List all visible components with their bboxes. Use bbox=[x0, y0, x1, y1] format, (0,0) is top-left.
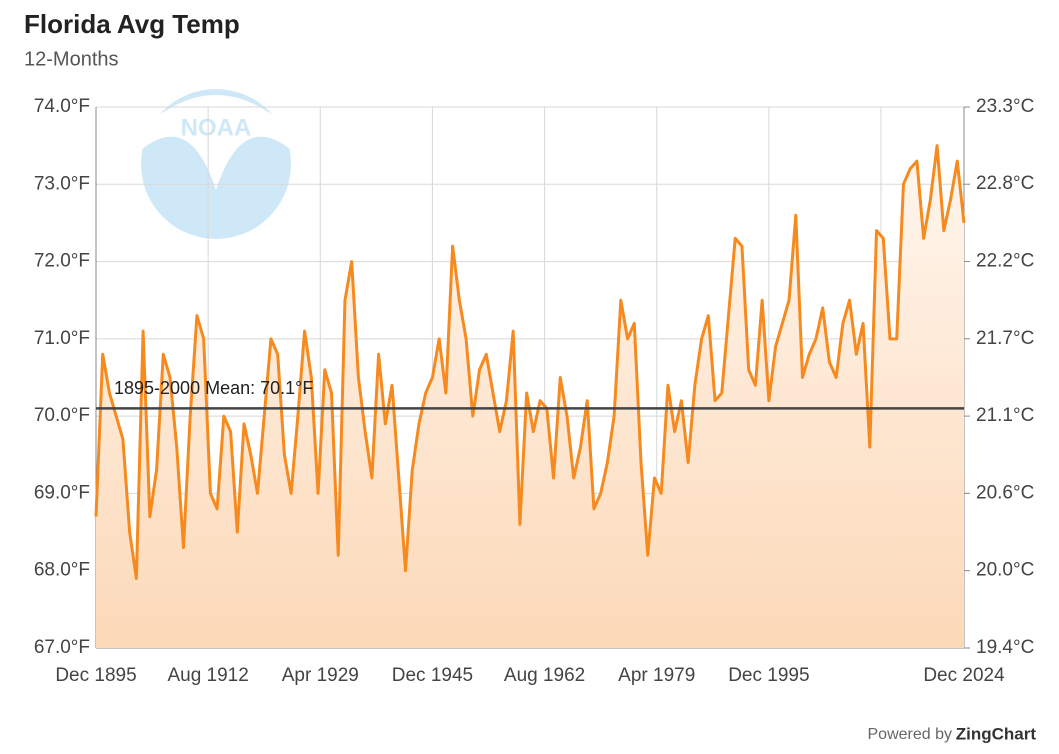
footer-brand[interactable]: ZingChart bbox=[956, 724, 1037, 743]
y-tick-label: 67.0°F bbox=[34, 637, 90, 658]
x-tick-label: Dec 1945 bbox=[392, 665, 473, 686]
y2-tick-label: 20.0°C bbox=[976, 560, 1034, 581]
x-tick-label: Dec 1895 bbox=[55, 665, 136, 686]
y2-tick-label: 23.3°C bbox=[976, 96, 1034, 117]
y2-tick-label: 22.2°C bbox=[976, 251, 1034, 272]
logo-text: NOAA bbox=[181, 114, 252, 141]
x-tick-label: Aug 1962 bbox=[504, 665, 585, 686]
y2-tick-label: 21.7°C bbox=[976, 328, 1034, 349]
y2-tick-label: 21.1°C bbox=[976, 405, 1034, 426]
y2-tick-label: 22.8°C bbox=[976, 173, 1034, 194]
y2-tick-label: 19.4°C bbox=[976, 637, 1034, 658]
footer-prefix: Powered by bbox=[868, 726, 953, 743]
y-tick-label: 68.0°F bbox=[34, 560, 90, 581]
y-tick-label: 74.0°F bbox=[34, 96, 90, 117]
x-tick-label: Aug 1912 bbox=[167, 665, 248, 686]
x-tick-label: Apr 1929 bbox=[282, 665, 359, 686]
y-tick-label: 70.0°F bbox=[34, 405, 90, 426]
chart-subtitle: 12-Months bbox=[24, 48, 119, 70]
line bbox=[94, 144, 966, 580]
noaa-logo: NOAA bbox=[141, 89, 291, 239]
x-tick-label: Apr 1979 bbox=[618, 665, 695, 686]
y-tick-label: 69.0°F bbox=[34, 482, 90, 503]
x-tick-label: Dec 1995 bbox=[728, 665, 809, 686]
area bbox=[96, 145, 964, 648]
y2-tick-label: 20.6°C bbox=[976, 482, 1034, 503]
x-tick-label: Dec 2024 bbox=[923, 665, 1005, 686]
chart-title: Florida Avg Temp bbox=[24, 9, 240, 39]
y-tick-label: 73.0°F bbox=[34, 173, 90, 194]
mean-label: 1895-2000 Mean: 70.1°F bbox=[114, 378, 313, 398]
y-tick-label: 71.0°F bbox=[34, 328, 90, 349]
y-tick-label: 72.0°F bbox=[34, 251, 90, 272]
